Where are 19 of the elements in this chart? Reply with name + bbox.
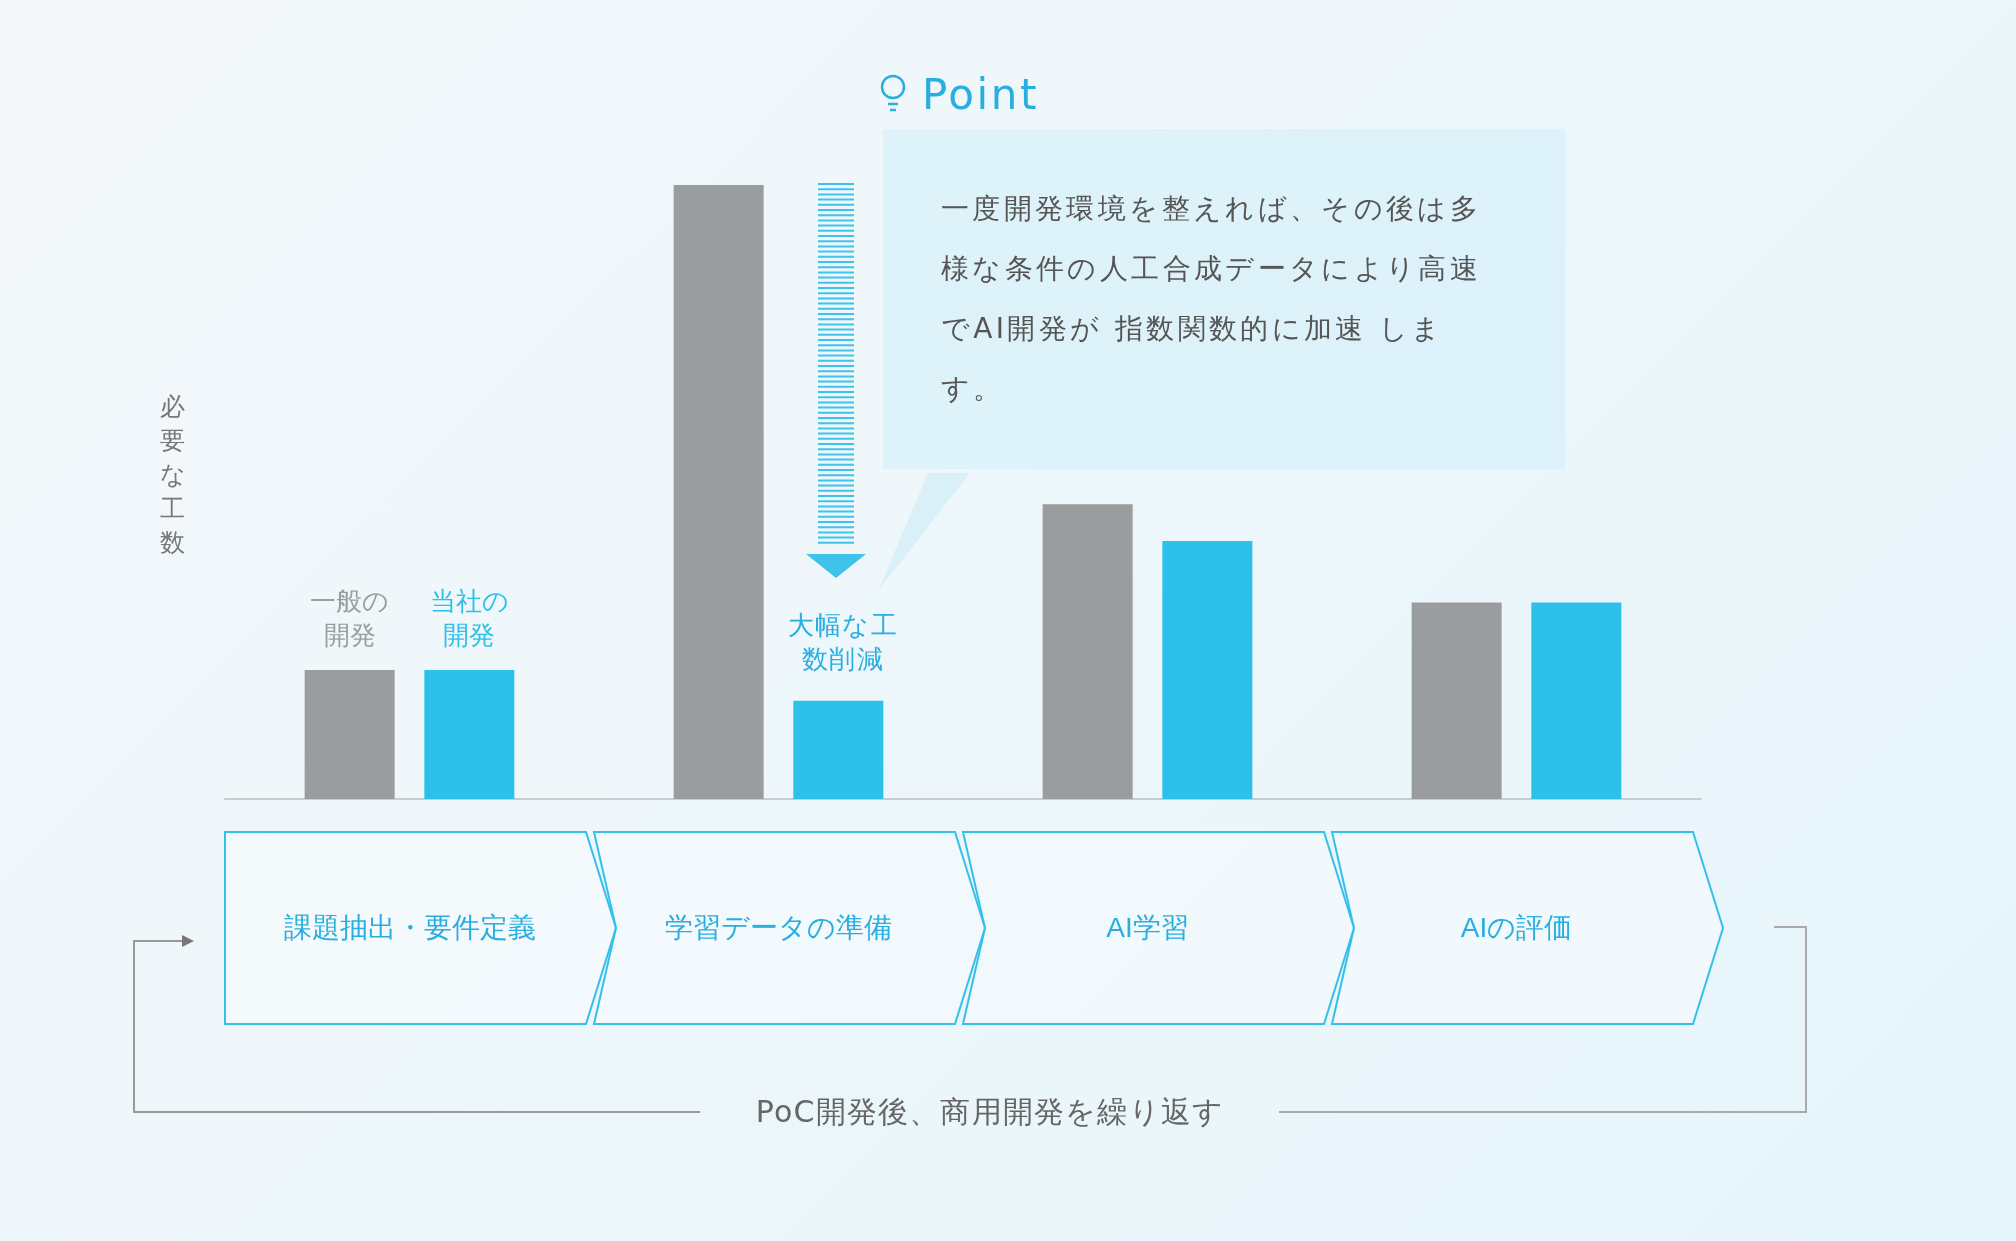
text: Point <box>922 70 1039 119</box>
text: PoC開発後、商用開発を繰り返す <box>754 1093 1226 1131</box>
x-tick-label: 課題抽出・要件定義 <box>283 911 536 943</box>
bar <box>793 700 884 799</box>
bar <box>1411 602 1502 799</box>
x-tick-label: 学習データの準備 <box>665 911 892 943</box>
series-label: 一般の開発 <box>310 586 390 651</box>
callout-box: 一度開発環境を整えれば、その後は多様な条件の人工合成データにより高速でAI開発が 指数関数的に加速 します。 <box>883 129 1565 469</box>
series-label: 当社の開発 <box>429 586 509 651</box>
bar <box>424 670 515 799</box>
bar <box>1042 504 1133 799</box>
x-tick-label: AIの評価 <box>1460 911 1573 943</box>
bar <box>1162 541 1253 799</box>
bar <box>1531 602 1622 799</box>
bar <box>673 185 764 799</box>
y-axis-title: 必要な工数 <box>160 391 186 559</box>
x-tick-label: AI学習 <box>1106 911 1189 943</box>
annotation: 大幅な工数削減 <box>787 609 899 676</box>
bar <box>304 670 395 799</box>
